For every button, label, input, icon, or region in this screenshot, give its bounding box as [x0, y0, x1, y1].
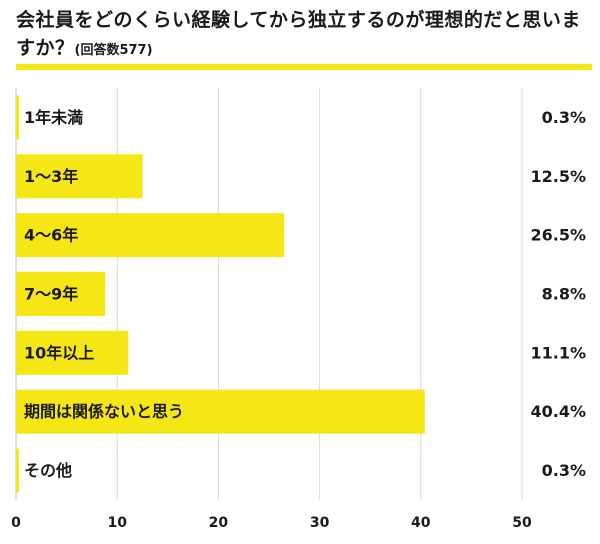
value-label-5: 11.1% — [530, 343, 586, 362]
value-label-6: 40.4% — [530, 402, 586, 421]
value-label-1: 0.3% — [542, 108, 586, 127]
category-label-5: 10年以上 — [24, 343, 94, 362]
category-label-6: 期間は関係ないと思う — [24, 402, 184, 421]
value-label-4: 8.8% — [542, 285, 586, 304]
bar-2 — [16, 154, 143, 199]
x-tick-label-10: 10 — [107, 515, 127, 531]
value-label-7: 0.3% — [542, 461, 586, 480]
category-label-7: その他 — [24, 461, 72, 480]
category-label-4: 7〜9年 — [24, 285, 78, 304]
bar-7 — [16, 448, 20, 493]
chart-title: 会社員をどのくらい経験してから独立するのが理想的だと思いますか？(回答数577) — [16, 6, 586, 65]
category-label-2: 1〜3年 — [24, 167, 78, 186]
bar-1 — [16, 95, 20, 140]
category-label-1: 1年未満 — [24, 108, 83, 127]
x-tick-label-40: 40 — [411, 515, 431, 531]
chart-title-main: 会社員をどのくらい経験してから独立するのが理想的だと思いますか？ — [16, 9, 581, 59]
x-tick-label-20: 20 — [209, 515, 229, 531]
bar-3 — [16, 213, 285, 258]
bar-6 — [16, 389, 425, 434]
x-tick-label-0: 0 — [11, 515, 21, 531]
bar-4 — [16, 272, 106, 316]
title-underline — [16, 64, 592, 70]
chart-title-sub: (回答数577) — [74, 43, 153, 58]
category-label-3: 4〜6年 — [24, 226, 78, 245]
x-tick-label-50: 50 — [512, 515, 532, 531]
bar-5 — [16, 330, 129, 375]
value-label-2: 12.5% — [530, 167, 586, 186]
x-tick-label-30: 30 — [310, 515, 330, 531]
value-label-3: 26.5% — [530, 226, 586, 245]
